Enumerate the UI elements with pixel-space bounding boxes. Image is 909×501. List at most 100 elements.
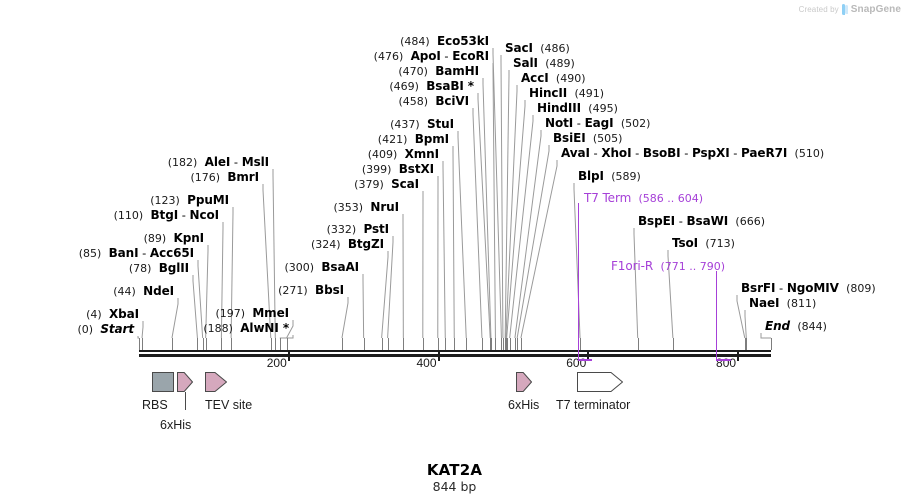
enzyme-position: (324) — [310, 238, 341, 251]
enzyme-label[interactable]: AccI (490) — [521, 72, 586, 85]
enzyme-position: (458) — [398, 95, 429, 108]
enzyme-name: BbsI — [315, 283, 344, 297]
enzyme-label[interactable]: (85) BanI - Acc65I — [0, 247, 194, 260]
enzyme-label[interactable]: SacI (486) — [505, 42, 570, 55]
enzyme-separator: - — [440, 49, 453, 63]
enzyme-separator: - — [675, 214, 687, 228]
enzyme-position: (484) — [400, 35, 430, 48]
ruler-tick — [280, 338, 281, 350]
enzyme-separator: - — [573, 116, 585, 130]
enzyme-name: AccI — [521, 71, 549, 85]
enzyme-label[interactable]: (458) BciVI — [0, 95, 469, 108]
ruler-line-lower — [139, 354, 771, 357]
ruler-tick — [745, 338, 746, 350]
ruler-tick — [271, 338, 272, 350]
feature-label[interactable]: T7 Term (586 .. 604) — [584, 192, 703, 205]
enzyme-position: (476) — [373, 50, 404, 63]
enzyme-label[interactable]: (110) BtgI - NcoI — [0, 209, 219, 222]
enzyme-label[interactable]: BsiEI (505) — [553, 132, 622, 145]
enzyme-label[interactable]: (44) NdeI — [0, 285, 174, 298]
enzyme-name: AlwNI * — [240, 321, 289, 335]
feature-glyph[interactable] — [152, 372, 174, 392]
enzyme-position: (0) — [77, 323, 94, 336]
enzyme-label[interactable]: HindIII (495) — [537, 102, 618, 115]
feature-glyph[interactable] — [516, 372, 533, 392]
enzyme-label[interactable]: (0) Start — [0, 323, 134, 336]
ruler-tick — [423, 338, 424, 350]
ruler-tick — [388, 338, 389, 350]
leader-line — [472, 108, 483, 339]
leader-line — [516, 145, 550, 339]
enzyme-position: (182) — [167, 156, 198, 169]
enzyme-label[interactable]: (476) ApoI - EcoRI — [0, 50, 489, 63]
leader-line — [736, 295, 746, 339]
feature-name: F1ori-R — [611, 259, 654, 273]
enzyme-name: NgoMIV — [786, 281, 839, 295]
enzyme-label[interactable]: NaeI (811) — [749, 297, 816, 310]
enzyme-label[interactable]: (188) AlwNI * — [0, 322, 289, 335]
enzyme-label[interactable]: End (844) — [765, 320, 827, 333]
feature-name: T7 Term — [584, 191, 632, 205]
leader-line — [505, 85, 518, 339]
feature-label[interactable]: F1ori-R (771 .. 790) — [0, 260, 725, 273]
feature-track-label: 6xHis — [160, 418, 192, 432]
enzyme-name: NdeI — [143, 284, 174, 298]
feature-shape — [152, 372, 174, 392]
enzyme-label[interactable]: (89) KpnI — [0, 232, 205, 245]
enzyme-label[interactable]: BlpI (589) — [578, 170, 641, 183]
enzyme-label[interactable]: AvaI - XhoI - BsoBI - PspXI - PaeR7I (51… — [561, 147, 824, 160]
enzyme-position: (332) — [326, 223, 357, 236]
enzyme-label[interactable]: BspEI - BsaWI (666) — [638, 215, 765, 228]
enzyme-position: (809) — [846, 282, 876, 295]
enzyme-name: End — [765, 319, 791, 333]
enzyme-name: NcoI — [189, 208, 220, 222]
enzyme-position: (188) — [203, 322, 233, 335]
enzyme-label[interactable]: HincII (491) — [529, 87, 604, 100]
enzyme-name: BspEI — [638, 214, 676, 228]
ruler-tick — [275, 338, 276, 350]
enzyme-label[interactable]: (123) PpuMI — [0, 194, 229, 207]
enzyme-label[interactable]: (470) BamHI — [0, 65, 479, 78]
enzyme-label[interactable]: (399) BstXI — [0, 163, 434, 176]
feature-range: (586 .. 604) — [638, 192, 704, 205]
ruler-line-upper — [139, 350, 771, 352]
enzyme-label[interactable]: (421) BpmI — [0, 133, 449, 146]
enzyme-label[interactable]: NotI - EagI (502) — [545, 117, 650, 130]
enzyme-position: (510) — [794, 147, 825, 160]
enzyme-label[interactable]: BsrFI - NgoMIV (809) — [741, 282, 876, 295]
enzyme-label[interactable]: (271) BbsI — [0, 284, 344, 297]
enzyme-label[interactable]: (469) BsaBI * — [0, 80, 474, 93]
enzyme-name: XmnI — [404, 147, 439, 161]
enzyme-label[interactable]: (197) MmeI — [0, 307, 289, 320]
ruler-tick — [501, 338, 502, 350]
ruler-tick — [510, 338, 511, 350]
enzyme-label[interactable]: (78) BglII — [0, 262, 189, 275]
enzyme-label[interactable]: (332) PstI — [0, 222, 390, 236]
enzyme-label[interactable]: (379) ScaI — [0, 178, 419, 191]
feature-glyph[interactable] — [177, 372, 194, 392]
ruler-major-tick — [737, 352, 740, 361]
ruler-tick — [638, 338, 639, 350]
enzyme-label[interactable]: (484) Eco53kI — [0, 35, 489, 48]
ruler-tick — [491, 338, 492, 350]
enzyme-name: ApoI — [410, 49, 441, 63]
enzyme-label[interactable]: (409) XmnI — [0, 148, 439, 161]
feature-glyph[interactable] — [577, 372, 624, 392]
enzyme-label[interactable]: (182) AleI - MslI — [0, 156, 269, 169]
enzyme-label[interactable]: (300) BsaAI — [0, 261, 359, 274]
enzyme-position: (811) — [786, 297, 817, 310]
enzyme-name: PspXI — [692, 146, 730, 160]
enzyme-label[interactable]: TsoI (713) — [672, 237, 735, 250]
enzyme-label[interactable]: SalI (489) — [513, 57, 575, 70]
enzyme-label[interactable]: (353) NruI — [0, 201, 400, 214]
enzyme-label[interactable]: (324) BtgZI — [0, 238, 384, 251]
enzyme-label[interactable]: (176) BmrI — [0, 171, 259, 184]
feature-glyph[interactable] — [205, 372, 228, 392]
enzyme-name: BlpI — [578, 169, 604, 183]
enzyme-name: PstI — [363, 222, 389, 236]
enzyme-label[interactable]: (4) XbaI — [0, 308, 139, 321]
enzyme-label[interactable]: (437) StuI — [0, 118, 454, 131]
leader-line — [482, 78, 492, 339]
enzyme-name: BamHI — [435, 64, 479, 78]
